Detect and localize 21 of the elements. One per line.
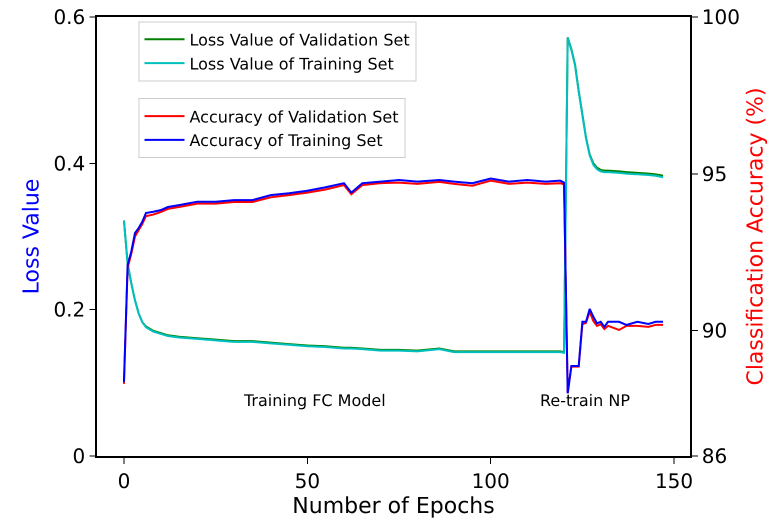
y2-axis-title: Classification Accuracy (%) [743, 87, 768, 386]
y-tick-label: 0.4 [53, 151, 86, 176]
y-tick-label: 0.2 [53, 298, 86, 322]
x-axis-title: Number of Epochs [292, 494, 495, 520]
legend-label: Accuracy of Training Set [190, 131, 383, 150]
y-tick-label: 0.6 [53, 5, 86, 29]
y-axis-title: Loss Value [20, 178, 45, 294]
annotation: Training FC Model [243, 391, 386, 410]
y2-tick-label: 95 [702, 162, 728, 186]
legend-label: Loss Value of Training Set [190, 54, 394, 74]
x-tick-label: 0 [118, 468, 130, 493]
y2-tick-label: 100 [702, 5, 740, 29]
y-tick-label: 0 [72, 444, 86, 468]
x-tick-label: 150 [654, 468, 694, 493]
annotation: Re-train NP [540, 391, 630, 410]
x-tick-label: 50 [294, 468, 320, 493]
x-tick-label: 100 [472, 468, 510, 493]
y2-tick-label: 86 [702, 444, 728, 468]
y2-tick-label: 90 [702, 318, 728, 343]
legend-label: Loss Value of Validation Set [190, 30, 410, 50]
legend-label: Accuracy of Validation Set [190, 107, 399, 126]
